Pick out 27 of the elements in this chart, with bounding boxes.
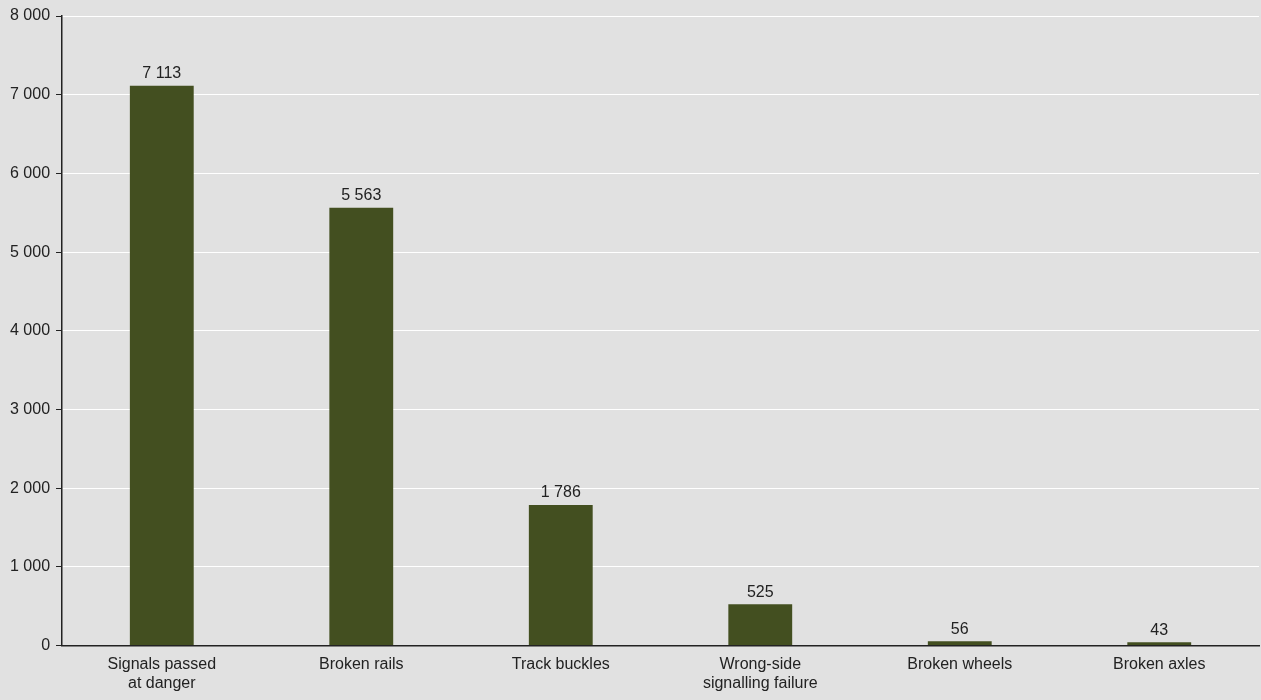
x-tick-label: Signals passed at danger bbox=[107, 654, 217, 691]
bar bbox=[1127, 642, 1192, 646]
data-label: 5 563 bbox=[341, 186, 382, 204]
data-label: 56 bbox=[950, 619, 969, 637]
y-tick-label: 4 000 bbox=[9, 321, 51, 339]
y-tick-label: 5 000 bbox=[9, 242, 51, 260]
y-tick-label: 8 000 bbox=[9, 6, 51, 24]
data-label: 1 786 bbox=[540, 483, 581, 501]
x-tick-label: Broken wheels bbox=[907, 654, 1013, 672]
data-label: 525 bbox=[746, 582, 774, 600]
data-label: 7 113 bbox=[142, 64, 182, 82]
x-tick-label: Wrong-side signalling failure bbox=[702, 654, 818, 691]
bar bbox=[728, 604, 793, 646]
x-tick-label: Track buckles bbox=[511, 654, 610, 672]
y-tick-label: 1 000 bbox=[9, 557, 51, 575]
y-tick-label: 3 000 bbox=[9, 399, 51, 417]
bar bbox=[329, 207, 394, 646]
bar bbox=[528, 505, 593, 646]
data-label: 43 bbox=[1150, 620, 1169, 638]
y-tick-label: 2 000 bbox=[9, 478, 51, 496]
x-tick-label: Broken rails bbox=[319, 654, 404, 672]
y-tick-label: 7 000 bbox=[9, 85, 51, 103]
y-tick-label: 0 bbox=[41, 636, 51, 654]
y-tick-label: 6 000 bbox=[9, 163, 51, 181]
bar bbox=[927, 641, 992, 646]
bar bbox=[129, 85, 194, 646]
x-tick-label: Broken axles bbox=[1113, 654, 1206, 672]
